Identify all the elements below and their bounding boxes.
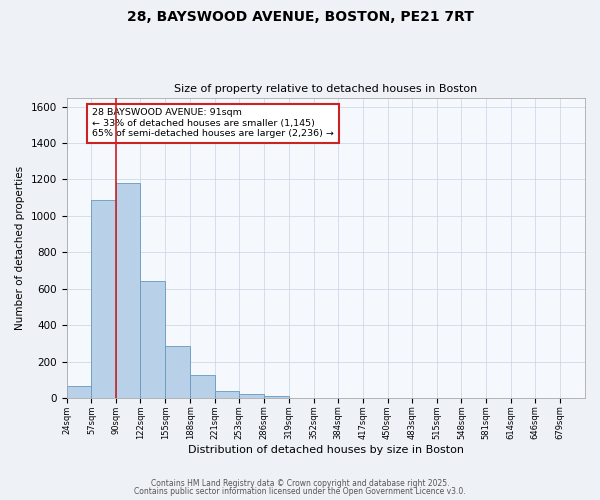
- X-axis label: Distribution of detached houses by size in Boston: Distribution of detached houses by size …: [188, 445, 464, 455]
- Bar: [91, 200, 116, 398]
- Bar: [67, 386, 91, 398]
- Bar: [264, 396, 289, 398]
- Text: Contains HM Land Registry data © Crown copyright and database right 2025.: Contains HM Land Registry data © Crown c…: [151, 478, 449, 488]
- Bar: [165, 346, 190, 398]
- Text: Contains public sector information licensed under the Open Government Licence v3: Contains public sector information licen…: [134, 487, 466, 496]
- Bar: [215, 390, 239, 398]
- Bar: [190, 375, 215, 398]
- Bar: [116, 183, 140, 398]
- Text: 28, BAYSWOOD AVENUE, BOSTON, PE21 7RT: 28, BAYSWOOD AVENUE, BOSTON, PE21 7RT: [127, 10, 473, 24]
- Bar: [140, 280, 165, 398]
- Text: 28 BAYSWOOD AVENUE: 91sqm
← 33% of detached houses are smaller (1,145)
65% of se: 28 BAYSWOOD AVENUE: 91sqm ← 33% of detac…: [92, 108, 334, 138]
- Y-axis label: Number of detached properties: Number of detached properties: [15, 166, 25, 330]
- Bar: [239, 394, 264, 398]
- Title: Size of property relative to detached houses in Boston: Size of property relative to detached ho…: [174, 84, 478, 94]
